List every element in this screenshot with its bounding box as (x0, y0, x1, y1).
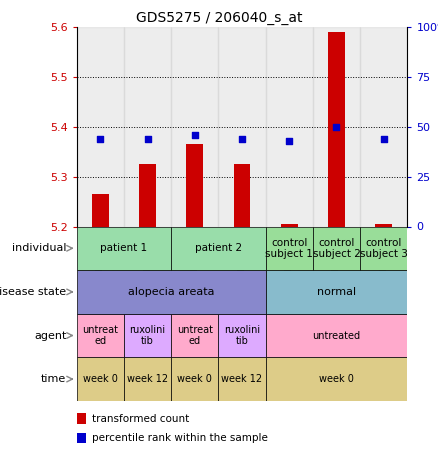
Text: patient 1: patient 1 (100, 243, 148, 253)
Bar (234, 164, 250, 226)
Text: untreat
ed: untreat ed (177, 325, 213, 346)
Point (380, 135, 387, 142)
Text: week 12: week 12 (127, 374, 168, 384)
Bar (77, 226, 171, 270)
Bar (219, 314, 265, 357)
Bar (219, 357, 265, 401)
Text: untreat
ed: untreat ed (82, 325, 118, 346)
Point (238, 135, 245, 142)
Bar (171, 314, 219, 357)
Bar (375, 224, 392, 226)
Bar (77, 433, 86, 443)
Bar (360, 27, 407, 226)
Bar (77, 27, 124, 226)
Point (286, 137, 293, 145)
Bar (92, 194, 109, 226)
Bar (265, 27, 313, 226)
Text: week 12: week 12 (222, 374, 262, 384)
Bar (139, 164, 156, 226)
Bar (77, 357, 124, 401)
Bar (124, 314, 171, 357)
Bar (171, 357, 219, 401)
Point (333, 123, 340, 130)
Bar (313, 226, 360, 270)
Point (144, 135, 151, 142)
Text: control
subject 2: control subject 2 (313, 237, 360, 259)
Text: week 0: week 0 (83, 374, 118, 384)
Text: untreated: untreated (312, 331, 360, 341)
Text: transformed count: transformed count (92, 414, 189, 424)
Bar (187, 145, 203, 226)
Text: time: time (41, 374, 66, 384)
Text: GDS5275 / 206040_s_at: GDS5275 / 206040_s_at (136, 11, 302, 25)
Text: patient 2: patient 2 (195, 243, 242, 253)
Text: disease state: disease state (0, 287, 66, 297)
Bar (124, 357, 171, 401)
Text: alopecia areata: alopecia areata (128, 287, 214, 297)
Text: week 0: week 0 (319, 374, 354, 384)
Bar (171, 27, 219, 226)
Text: individual: individual (12, 243, 66, 253)
Text: normal: normal (317, 287, 356, 297)
Bar (77, 270, 265, 313)
Point (191, 131, 198, 139)
Text: week 0: week 0 (177, 374, 212, 384)
Text: ruxolini
tib: ruxolini tib (224, 325, 260, 346)
Bar (328, 32, 345, 226)
Bar (281, 224, 297, 226)
Text: control
subject 3: control subject 3 (360, 237, 408, 259)
Text: ruxolini
tib: ruxolini tib (130, 325, 166, 346)
Text: agent: agent (34, 331, 66, 341)
Bar (265, 270, 407, 313)
Bar (265, 226, 313, 270)
Bar (77, 314, 124, 357)
Bar (124, 27, 171, 226)
Bar (313, 27, 360, 226)
Text: control
subject 1: control subject 1 (265, 237, 313, 259)
Text: percentile rank within the sample: percentile rank within the sample (92, 433, 268, 443)
Bar (171, 226, 265, 270)
Bar (265, 357, 407, 401)
Point (97, 135, 104, 142)
Bar (77, 413, 86, 424)
Bar (360, 226, 407, 270)
Bar (219, 27, 265, 226)
Bar (265, 314, 407, 357)
